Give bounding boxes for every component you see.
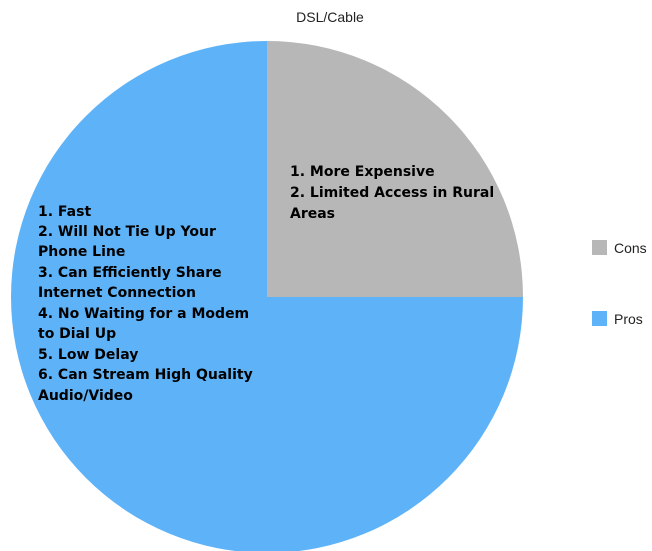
pros-annotation-line: 6. Can Stream High Quality — [38, 367, 253, 383]
pros-annotation-line: Phone Line — [38, 244, 125, 260]
cons-annotation-line: 1. More Expensive — [290, 164, 435, 180]
cons-annotation-line: 2. Limited Access in Rural — [290, 185, 494, 201]
pros-annotation-line: 1. Fast — [38, 204, 91, 220]
cons-annotation-line: Areas — [290, 206, 335, 222]
pros-annotation-line: Internet Connection — [38, 285, 196, 301]
pros-annotation-line: Audio/Video — [38, 388, 133, 404]
pros-annotation-line: to Dial Up — [38, 326, 116, 342]
pros-annotation-line: 4. No Waiting for a Modem — [38, 306, 249, 322]
legend-swatch-pros — [592, 311, 607, 326]
pros-annotation-line: 2. Will Not Tie Up Your — [38, 224, 216, 240]
chart-title: DSL/Cable — [296, 9, 364, 25]
legend-swatch-cons — [592, 240, 607, 255]
chart-legend: Cons Pros — [592, 240, 647, 327]
pros-annotation-line: 5. Low Delay — [38, 347, 138, 363]
legend-label-cons: Cons — [614, 240, 647, 256]
pros-annotation-line: 3. Can Efficiently Share — [38, 265, 222, 281]
legend-label-pros: Pros — [614, 311, 643, 327]
